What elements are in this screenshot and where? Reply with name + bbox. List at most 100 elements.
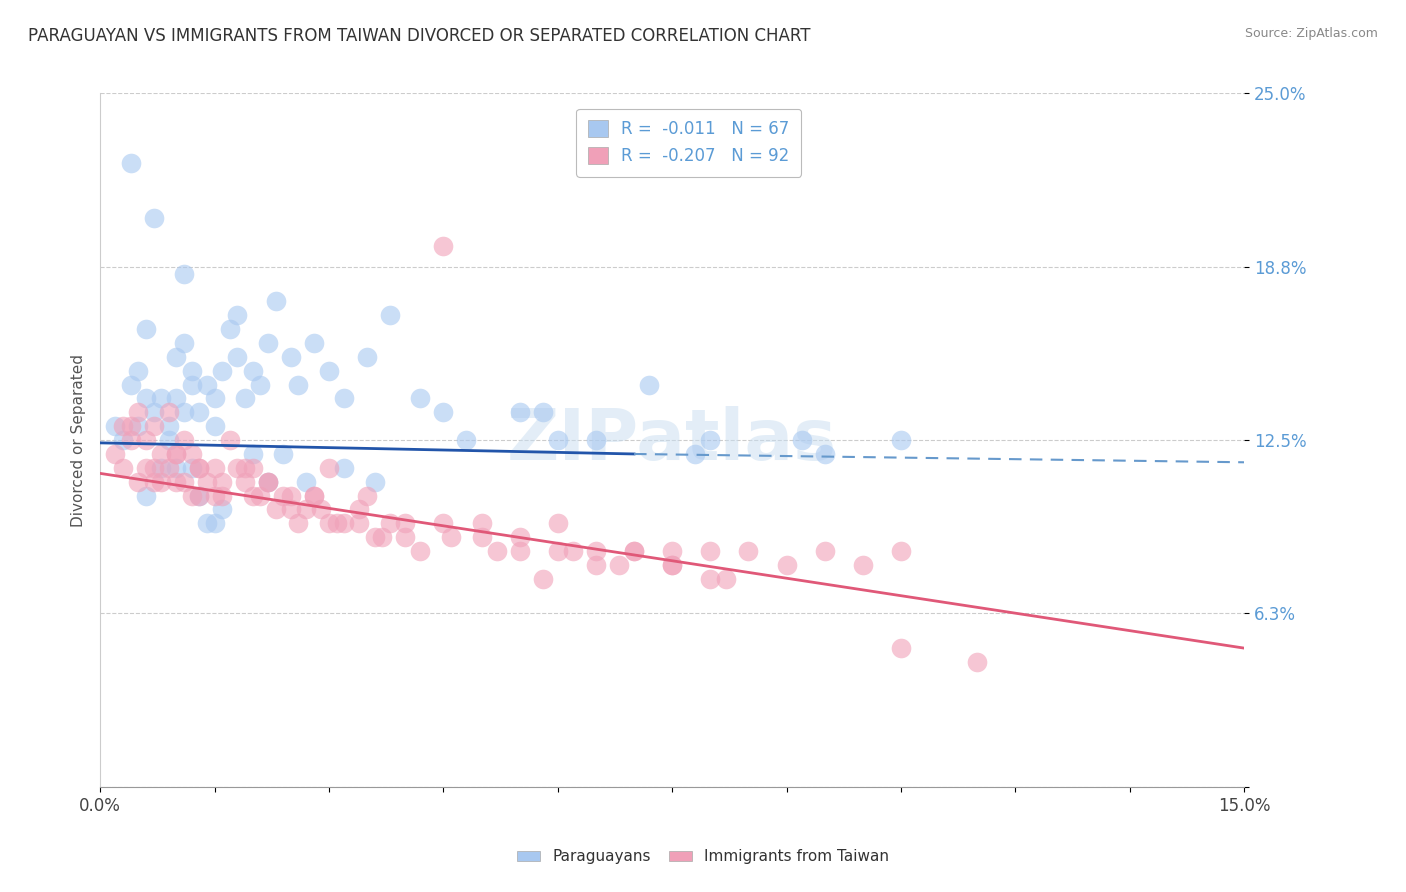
Point: [409, 544, 432, 558]
Point: [409, 392, 432, 406]
Point: [585, 433, 607, 447]
Point: [226, 350, 249, 364]
Point: [120, 419, 142, 434]
Point: [440, 530, 463, 544]
Point: [165, 350, 187, 364]
Point: [394, 516, 416, 531]
Point: [173, 405, 195, 419]
Point: [142, 405, 165, 419]
Point: [699, 572, 721, 586]
Point: [188, 489, 211, 503]
Text: Source: ZipAtlas.com: Source: ZipAtlas.com: [1244, 27, 1378, 40]
Point: [165, 447, 187, 461]
Point: [699, 433, 721, 447]
Point: [173, 475, 195, 489]
Point: [226, 460, 249, 475]
Point: [890, 641, 912, 656]
Point: [287, 516, 309, 531]
Point: [311, 502, 333, 516]
Point: [890, 544, 912, 558]
Point: [371, 530, 394, 544]
Point: [120, 155, 142, 169]
Point: [585, 558, 607, 572]
Point: [173, 267, 195, 281]
Point: [180, 377, 202, 392]
Point: [318, 516, 340, 531]
Point: [775, 558, 797, 572]
Point: [257, 336, 280, 351]
Point: [661, 558, 683, 572]
Point: [547, 516, 569, 531]
Point: [150, 392, 173, 406]
Point: [287, 377, 309, 392]
Point: [150, 460, 173, 475]
Point: [318, 364, 340, 378]
Point: [509, 405, 531, 419]
Point: [249, 377, 271, 392]
Point: [318, 460, 340, 475]
Point: [623, 544, 645, 558]
Point: [271, 489, 294, 503]
Point: [737, 544, 759, 558]
Point: [271, 447, 294, 461]
Point: [890, 433, 912, 447]
Point: [150, 447, 173, 461]
Point: [242, 364, 264, 378]
Point: [111, 460, 134, 475]
Point: [188, 460, 211, 475]
Legend: Paraguayans, Immigrants from Taiwan: Paraguayans, Immigrants from Taiwan: [509, 842, 897, 872]
Point: [547, 433, 569, 447]
Point: [432, 405, 454, 419]
Point: [204, 419, 226, 434]
Point: [814, 544, 837, 558]
Point: [264, 502, 287, 516]
Point: [104, 419, 127, 434]
Point: [356, 350, 378, 364]
Point: [547, 544, 569, 558]
Point: [349, 502, 371, 516]
Point: [135, 392, 157, 406]
Point: [607, 558, 630, 572]
Point: [233, 460, 256, 475]
Point: [127, 419, 149, 434]
Point: [180, 460, 202, 475]
Point: [233, 475, 256, 489]
Point: [173, 433, 195, 447]
Point: [333, 516, 356, 531]
Point: [280, 489, 302, 503]
Point: [249, 489, 271, 503]
Point: [127, 364, 149, 378]
Point: [142, 419, 165, 434]
Point: [150, 475, 173, 489]
Point: [127, 475, 149, 489]
Point: [257, 475, 280, 489]
Point: [509, 544, 531, 558]
Point: [356, 489, 378, 503]
Point: [257, 475, 280, 489]
Point: [661, 558, 683, 572]
Point: [531, 405, 554, 419]
Point: [226, 308, 249, 322]
Point: [295, 502, 318, 516]
Point: [378, 308, 401, 322]
Point: [135, 322, 157, 336]
Point: [814, 447, 837, 461]
Point: [188, 489, 211, 503]
Text: ZIPatlas: ZIPatlas: [508, 406, 838, 475]
Point: [111, 433, 134, 447]
Point: [470, 530, 492, 544]
Point: [180, 364, 202, 378]
Point: [142, 475, 165, 489]
Point: [135, 460, 157, 475]
Point: [485, 544, 508, 558]
Point: [195, 475, 218, 489]
Point: [180, 447, 202, 461]
Point: [195, 377, 218, 392]
Point: [394, 530, 416, 544]
Point: [120, 433, 142, 447]
Point: [242, 489, 264, 503]
Point: [204, 516, 226, 531]
Point: [852, 558, 875, 572]
Point: [638, 377, 661, 392]
Point: [120, 377, 142, 392]
